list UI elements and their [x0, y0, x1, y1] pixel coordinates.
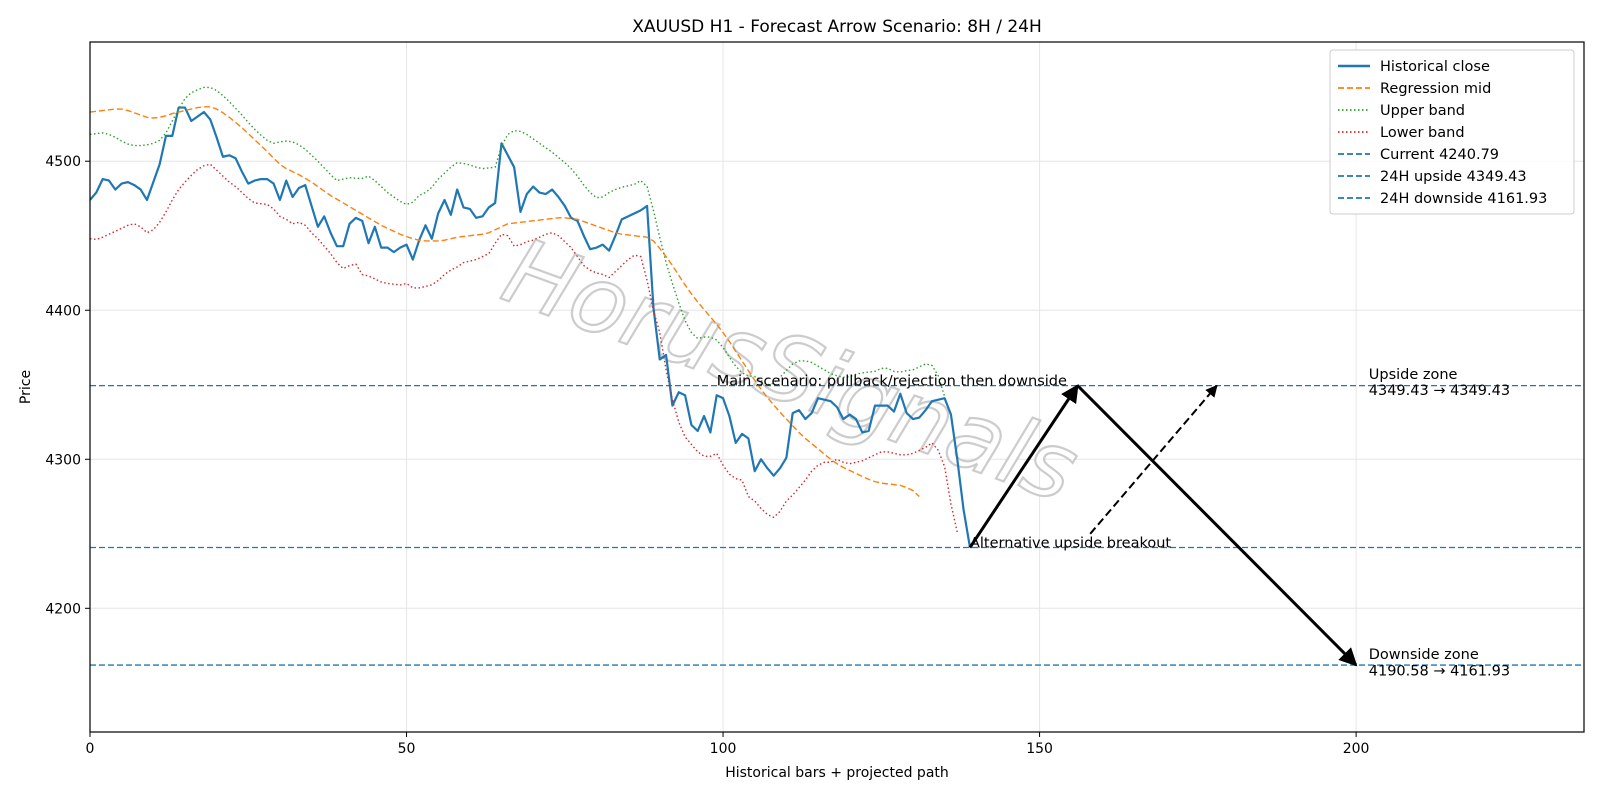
- y-axis-ticks: 4200 4300 4400 4500: [45, 154, 90, 617]
- annotation-text: Main scenario: pullback/rejection then d…: [717, 374, 1067, 390]
- annotations: Main scenario: pullback/rejection then d…: [717, 367, 1510, 680]
- y-tick-label: 4400: [45, 303, 81, 319]
- level-lines: [90, 384, 1584, 666]
- series-line: [90, 106, 972, 548]
- series-lines: [90, 86, 972, 548]
- legend-label: Current 4240.79: [1380, 147, 1499, 163]
- series-line: [90, 106, 920, 498]
- legend-label: 24H downside 4161.93: [1380, 191, 1547, 207]
- legend: Historical close Regression mid Upper band…: [1329, 49, 1575, 215]
- x-tick-label: 150: [1026, 741, 1053, 757]
- x-tick-label: 50: [398, 741, 416, 757]
- x-axis-label: Historical bars + projected path: [725, 765, 949, 781]
- annotation-text: Downside zone: [1369, 647, 1479, 663]
- annotation-text: 4349.43 → 4349.43: [1369, 383, 1510, 399]
- annotation-text: Alternative upside breakout: [970, 536, 1171, 552]
- annotation-text: Upside zone: [1369, 367, 1458, 383]
- forecast-arrows: [968, 384, 1358, 667]
- y-tick-label: 4200: [45, 601, 81, 617]
- y-tick-label: 4500: [45, 154, 81, 170]
- forecast-arrow: [1089, 384, 1218, 535]
- legend-label: Regression mid: [1380, 81, 1491, 97]
- x-tick-label: 0: [86, 741, 95, 757]
- y-axis-label: Price: [18, 370, 34, 404]
- forecast-arrow: [1076, 384, 1358, 667]
- legend-label: Upper band: [1380, 103, 1465, 119]
- annotation-text: 4190.58 → 4161.93: [1369, 663, 1510, 679]
- x-axis-ticks: 0 50 100 150 200: [86, 732, 1370, 757]
- legend-label: Historical close: [1380, 59, 1490, 75]
- series-line: [90, 163, 958, 533]
- legend-box: [1329, 49, 1575, 215]
- legend-label: Lower band: [1380, 125, 1465, 141]
- forecast-arrow: [968, 384, 1079, 549]
- chart-title: XAUUSD H1 - Forecast Arrow Scenario: 8H …: [632, 17, 1042, 37]
- x-tick-label: 200: [1343, 741, 1370, 757]
- legend-label: 24H upside 4349.43: [1380, 169, 1527, 185]
- x-tick-label: 100: [710, 741, 737, 757]
- y-tick-label: 4300: [45, 452, 81, 468]
- plot-frame: [89, 41, 1585, 733]
